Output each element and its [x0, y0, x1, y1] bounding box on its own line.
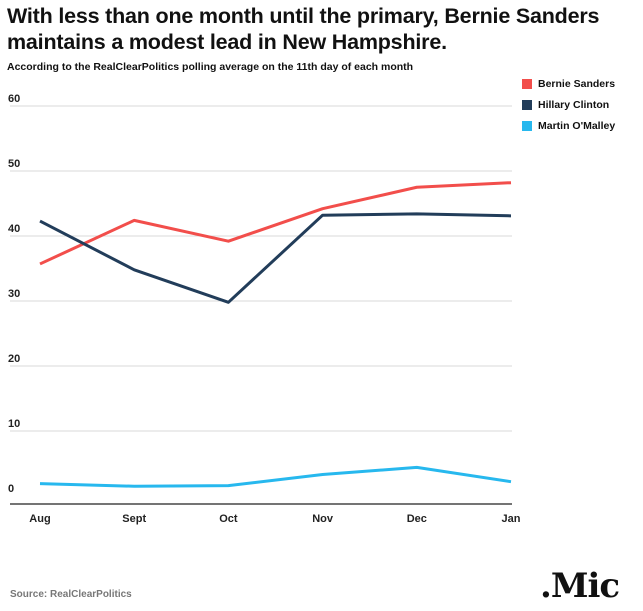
legend-swatch — [522, 79, 532, 89]
mic-logo: .Mic — [540, 566, 620, 606]
series-line-hillary-clinton — [39, 212, 512, 304]
y-tick-label: 50 — [8, 158, 20, 170]
y-tick-label: 0 — [8, 483, 14, 495]
x-tick-label: Oct — [219, 513, 238, 525]
legend-item: Bernie Sanders — [522, 77, 615, 91]
x-axis-tick-labels: Aug Sept Oct Nov Dec Jan — [29, 513, 520, 525]
series-lines — [39, 181, 512, 488]
y-tick-label: 30 — [8, 288, 20, 300]
y-tick-label: 10 — [8, 418, 20, 430]
x-tick-label: Aug — [29, 513, 50, 525]
x-tick-label: Nov — [312, 513, 334, 525]
y-tick-label: 20 — [8, 353, 20, 365]
y-axis-tick-labels: 0 10 20 30 40 50 60 — [8, 93, 20, 495]
x-tick-label: Sept — [122, 513, 146, 525]
legend-swatch — [522, 121, 532, 131]
chart-subtitle: According to the RealClearPolitics polli… — [7, 61, 414, 73]
series-line-martin-o-malley — [39, 465, 512, 488]
series-line-bernie-sanders — [39, 181, 512, 266]
legend-item: Hillary Clinton — [522, 98, 609, 112]
legend-label: Martin O'Malley — [538, 120, 616, 132]
y-tick-label: 40 — [8, 223, 20, 235]
source-note: Source: RealClearPolitics — [10, 589, 132, 600]
y-tick-label: 60 — [8, 93, 20, 105]
legend-label: Hillary Clinton — [538, 99, 610, 111]
x-tick-label: Dec — [407, 513, 427, 525]
legend-swatch — [522, 100, 532, 110]
chart-title: With less than one month until the prima… — [7, 4, 600, 54]
legend-item: Martin O'Malley — [522, 119, 615, 133]
x-tick-label: Jan — [502, 513, 521, 525]
gridlines — [10, 105, 512, 505]
legend-label: Bernie Sanders — [538, 78, 616, 90]
